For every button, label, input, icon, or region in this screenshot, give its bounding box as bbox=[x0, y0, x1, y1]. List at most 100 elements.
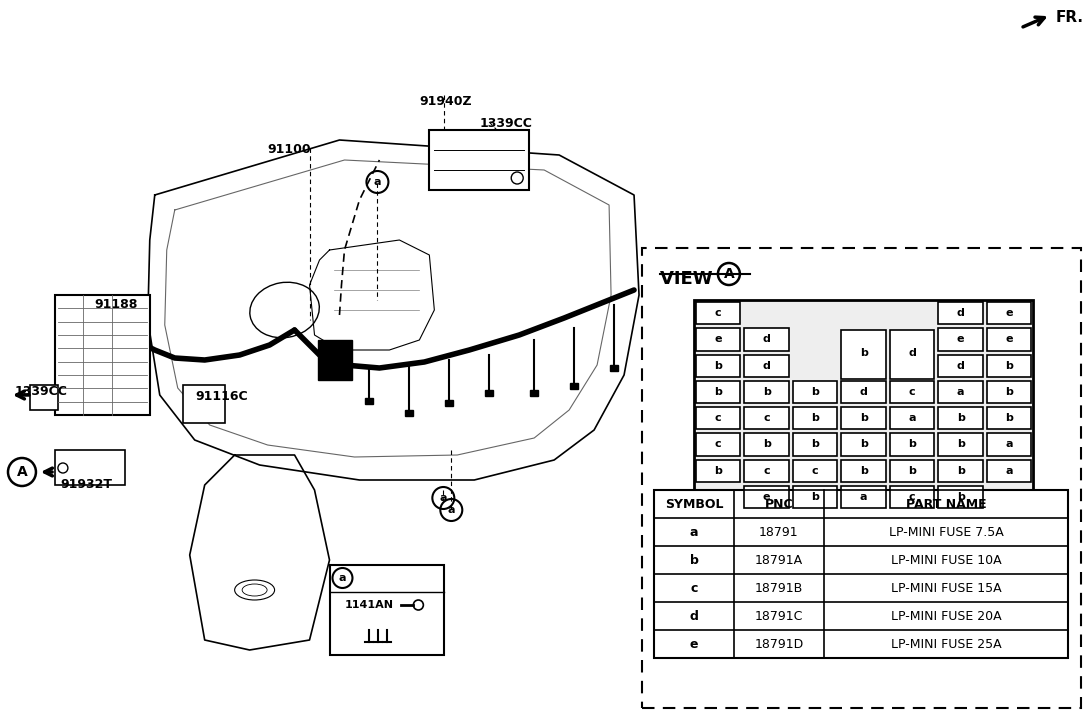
Bar bbox=[744, 355, 789, 377]
Text: b: b bbox=[812, 492, 819, 502]
Bar bbox=[987, 407, 1031, 429]
Bar bbox=[55, 450, 124, 485]
Text: e: e bbox=[1006, 334, 1012, 345]
Bar bbox=[530, 390, 538, 396]
Bar bbox=[987, 302, 1031, 324]
Text: d: d bbox=[957, 308, 964, 318]
Text: a: a bbox=[447, 505, 455, 515]
Text: PNC: PNC bbox=[765, 497, 793, 510]
Text: d: d bbox=[763, 334, 770, 345]
Text: c: c bbox=[715, 413, 721, 423]
Text: b: b bbox=[690, 553, 698, 566]
Text: b: b bbox=[715, 361, 722, 371]
Text: a: a bbox=[1006, 439, 1012, 449]
Text: b: b bbox=[715, 387, 722, 397]
Text: b: b bbox=[860, 413, 867, 423]
Text: b: b bbox=[957, 465, 964, 475]
Text: b: b bbox=[1005, 413, 1014, 423]
Text: d: d bbox=[763, 361, 770, 371]
Text: FR.: FR. bbox=[1055, 10, 1083, 25]
Text: LP-MINI FUSE 20A: LP-MINI FUSE 20A bbox=[890, 609, 1002, 622]
Text: b: b bbox=[957, 492, 964, 502]
Bar bbox=[696, 459, 741, 482]
Text: 91940Z: 91940Z bbox=[419, 95, 472, 108]
Text: 18791D: 18791D bbox=[754, 638, 803, 651]
Text: b: b bbox=[908, 439, 916, 449]
Text: b: b bbox=[860, 465, 867, 475]
Text: c: c bbox=[812, 465, 818, 475]
Bar bbox=[890, 407, 935, 429]
Text: b: b bbox=[1005, 361, 1014, 371]
Text: 1339CC: 1339CC bbox=[479, 117, 532, 130]
Bar bbox=[744, 459, 789, 482]
Bar bbox=[890, 486, 935, 508]
Bar bbox=[987, 381, 1031, 403]
Text: PART NAME: PART NAME bbox=[906, 497, 986, 510]
Bar bbox=[696, 302, 741, 324]
Bar bbox=[938, 329, 983, 350]
Bar bbox=[938, 459, 983, 482]
Text: 91932T: 91932T bbox=[60, 478, 112, 491]
Bar bbox=[696, 433, 741, 456]
Text: b: b bbox=[763, 387, 770, 397]
Bar bbox=[841, 459, 886, 482]
Bar bbox=[696, 407, 741, 429]
Bar bbox=[744, 433, 789, 456]
Bar bbox=[571, 383, 578, 389]
Text: b: b bbox=[1005, 387, 1014, 397]
Text: e: e bbox=[715, 334, 722, 345]
Text: b: b bbox=[908, 465, 916, 475]
Bar bbox=[485, 390, 493, 396]
Text: a: a bbox=[690, 526, 698, 539]
Text: 91100: 91100 bbox=[267, 143, 311, 156]
Bar bbox=[938, 381, 983, 403]
Bar bbox=[938, 302, 983, 324]
Text: LP-MINI FUSE 15A: LP-MINI FUSE 15A bbox=[890, 582, 1002, 595]
Text: b: b bbox=[812, 387, 819, 397]
Bar bbox=[55, 295, 149, 415]
Text: a: a bbox=[374, 177, 381, 187]
Text: 18791A: 18791A bbox=[755, 553, 803, 566]
Bar bbox=[365, 398, 373, 404]
Bar bbox=[841, 407, 886, 429]
Text: A: A bbox=[16, 465, 27, 479]
Bar bbox=[938, 355, 983, 377]
Text: e: e bbox=[1006, 308, 1012, 318]
Text: d: d bbox=[860, 387, 867, 397]
Text: c: c bbox=[691, 582, 697, 595]
Bar bbox=[793, 407, 838, 429]
Bar bbox=[793, 459, 838, 482]
Bar bbox=[793, 433, 838, 456]
Bar bbox=[654, 490, 1068, 658]
Text: d: d bbox=[957, 361, 964, 371]
Text: e: e bbox=[690, 638, 698, 651]
Text: LP-MINI FUSE 25A: LP-MINI FUSE 25A bbox=[890, 638, 1002, 651]
Bar bbox=[938, 433, 983, 456]
Bar bbox=[987, 459, 1031, 482]
Bar bbox=[841, 433, 886, 456]
Bar bbox=[841, 486, 886, 508]
Text: LP-MINI FUSE 7.5A: LP-MINI FUSE 7.5A bbox=[889, 526, 1004, 539]
Text: b: b bbox=[860, 439, 867, 449]
Text: c: c bbox=[715, 439, 721, 449]
Text: c: c bbox=[909, 387, 915, 397]
Text: b: b bbox=[763, 439, 770, 449]
Bar bbox=[445, 400, 454, 406]
Text: 1141AN: 1141AN bbox=[345, 600, 394, 610]
Bar bbox=[890, 330, 935, 379]
Text: a: a bbox=[338, 573, 346, 583]
Bar bbox=[793, 381, 838, 403]
Text: d: d bbox=[690, 609, 698, 622]
Bar bbox=[696, 381, 741, 403]
Bar bbox=[744, 407, 789, 429]
Bar bbox=[890, 381, 935, 403]
Bar bbox=[987, 329, 1031, 350]
Text: a: a bbox=[957, 387, 964, 397]
Text: a: a bbox=[1006, 465, 1012, 475]
Text: c: c bbox=[764, 413, 770, 423]
Bar bbox=[744, 329, 789, 350]
Text: b: b bbox=[715, 465, 722, 475]
Text: b: b bbox=[957, 413, 964, 423]
Text: e: e bbox=[957, 334, 964, 345]
Bar bbox=[938, 407, 983, 429]
